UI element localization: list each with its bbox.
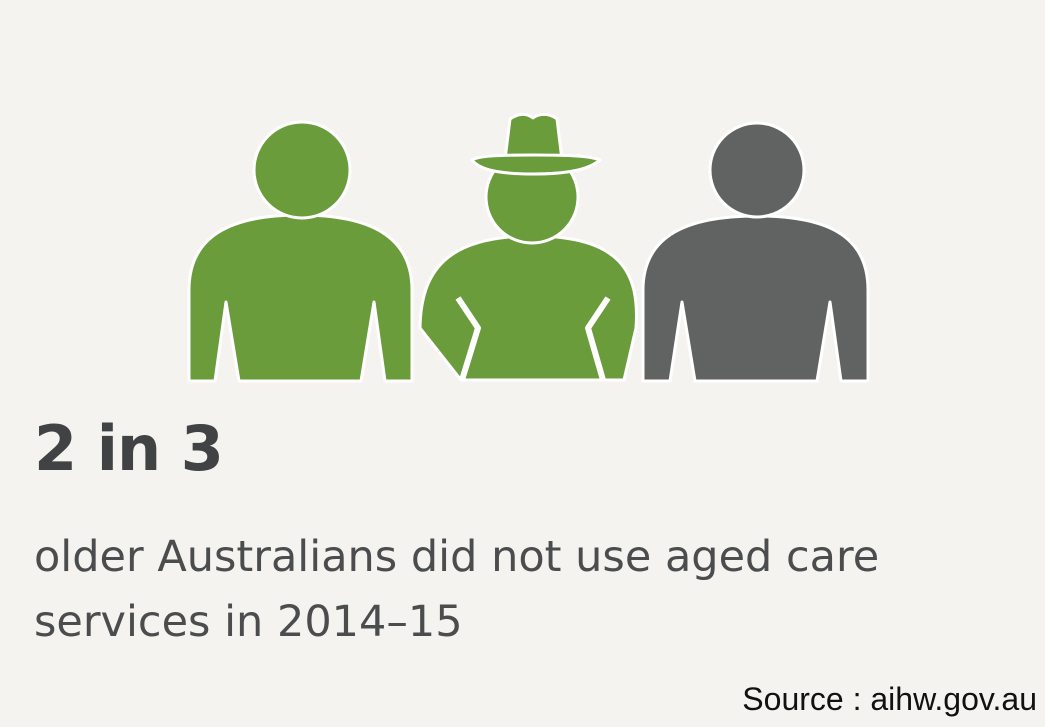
person-with-hat-icon <box>418 112 638 382</box>
person-icon <box>641 121 870 383</box>
people-figures <box>187 112 870 383</box>
headline-stat: 2 in 3 <box>34 412 224 485</box>
description-text: older Australians did not use aged care … <box>34 532 880 647</box>
person-icon <box>187 120 414 383</box>
source-credit: Source : aihw.gov.au <box>742 681 1037 717</box>
